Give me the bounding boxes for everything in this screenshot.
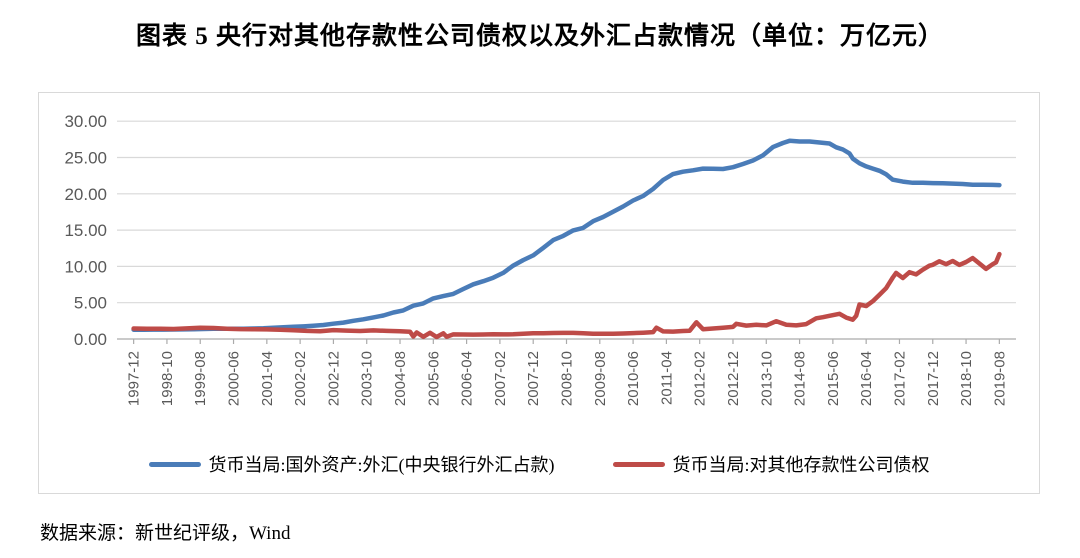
x-tick-label: 1999-08 — [192, 351, 209, 406]
y-tick-label: 5.00 — [74, 294, 107, 313]
y-tick-label: 20.00 — [64, 185, 107, 204]
x-tick-label: 1997-12 — [126, 351, 143, 406]
y-tick-label: 0.00 — [74, 330, 107, 349]
x-tick-label: 2000-06 — [226, 351, 243, 406]
y-tick-label: 30.00 — [64, 112, 107, 131]
y-tick-label: 10.00 — [64, 257, 107, 276]
x-tick-label: 2009-08 — [592, 351, 609, 406]
legend-label: 货币当局:对其他存款性公司债权 — [672, 455, 930, 475]
x-tick-label: 2002-02 — [292, 351, 309, 406]
legend-item: 货币当局:对其他存款性公司债权 — [612, 451, 930, 477]
x-tick-label: 2011-04 — [658, 351, 675, 405]
x-tick-label: 2012-12 — [725, 351, 742, 406]
x-tick-label: 2003-10 — [359, 351, 376, 406]
chart-legend: 货币当局:国外资产:外汇(中央银行外汇占款) 货币当局:对其他存款性公司债权 — [39, 451, 1039, 477]
x-tick-label: 2016-04 — [858, 351, 875, 406]
x-tick-label: 2017-02 — [891, 351, 908, 406]
x-tick-label: 2006-04 — [459, 351, 476, 406]
x-tick-label: 2017-12 — [925, 351, 942, 406]
y-tick-label: 25.00 — [64, 149, 107, 168]
legend-item: 货币当局:国外资产:外汇(中央银行外汇占款) — [148, 451, 555, 477]
line-chart: 0.00 5.00 10.00 15.00 20.00 25.00 30.00 1997-12… — [64, 112, 1016, 406]
x-tick-label: 1998-10 — [159, 351, 176, 406]
x-tick-label: 2004-08 — [392, 351, 409, 406]
data-source-note: 数据来源：新世纪评级，Wind — [40, 523, 291, 544]
figure-title: 图表 5 央行对其他存款性公司债权以及外汇占款情况（单位：万亿元） — [135, 23, 944, 50]
x-tick-label: 2013-10 — [758, 351, 775, 406]
x-tick-label: 2002-12 — [325, 351, 342, 406]
series-line-claims-on-odc — [131, 251, 1002, 340]
x-tick-label: 2005-06 — [425, 351, 442, 406]
series-line-fx-position — [131, 138, 1002, 332]
chart-container: 0.00 5.00 10.00 15.00 20.00 25.00 30.00 1997-12… — [38, 92, 1040, 494]
x-tick-label: 2014-08 — [792, 351, 809, 406]
legend-swatch-blue — [148, 461, 201, 467]
x-tick-label: 2007-12 — [525, 351, 542, 406]
x-tick-label: 2007-02 — [492, 351, 509, 406]
x-tick-label: 2019-08 — [991, 351, 1008, 406]
x-tick-label: 2001-04 — [259, 351, 276, 406]
legend-swatch-red — [612, 461, 665, 467]
y-tick-label: 15.00 — [64, 221, 107, 240]
x-tick-label: 2010-06 — [625, 351, 642, 406]
x-tick-label: 2015-06 — [825, 351, 842, 406]
x-tick-label: 2018-10 — [958, 351, 975, 406]
x-tick-label: 2008-10 — [559, 351, 576, 406]
legend-label: 货币当局:国外资产:外汇(中央银行外汇占款) — [208, 455, 555, 475]
x-tick-label: 2012-02 — [692, 351, 709, 406]
